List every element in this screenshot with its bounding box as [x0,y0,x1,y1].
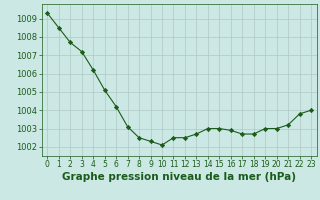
X-axis label: Graphe pression niveau de la mer (hPa): Graphe pression niveau de la mer (hPa) [62,172,296,182]
